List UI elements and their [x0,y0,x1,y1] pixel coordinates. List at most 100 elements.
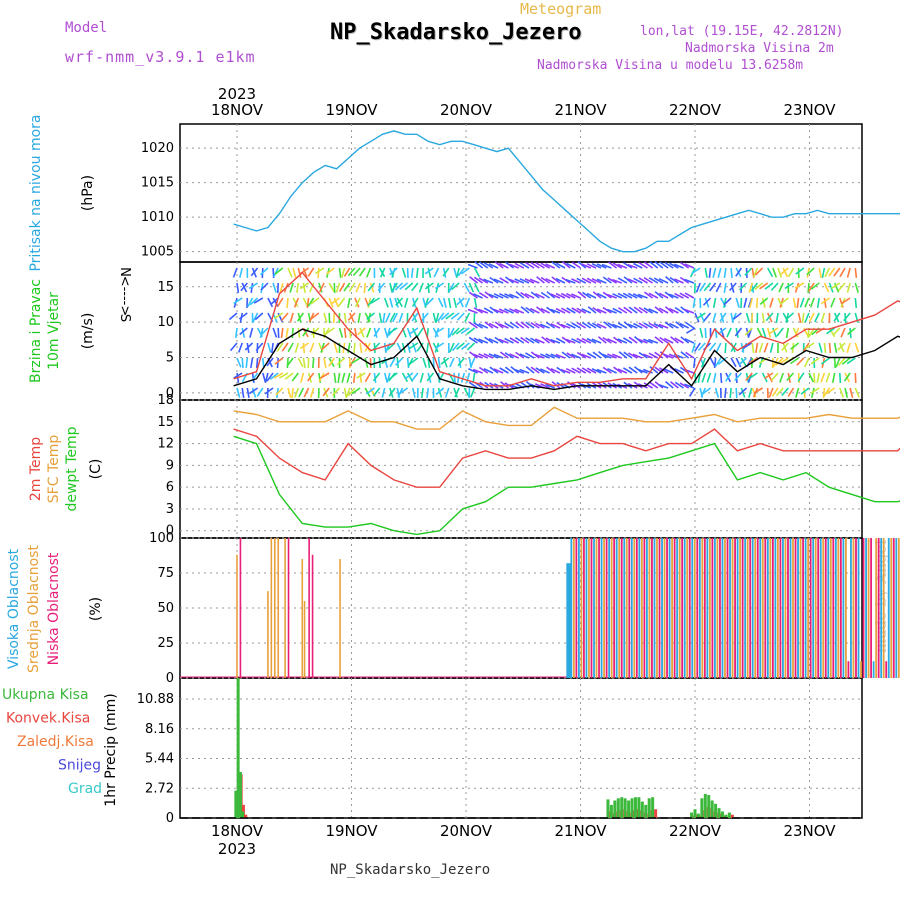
wind-barb [754,267,764,276]
wind-barb [818,342,823,353]
wind-barb [751,342,755,354]
wind-barb [540,291,551,299]
wind-barb [338,282,346,293]
wind-barb [493,293,504,299]
wind-barb [394,282,404,291]
wind-barb [674,306,684,314]
wind-barb [302,342,306,354]
chart-title: NP_Skadarsko_Jezero [330,20,582,45]
wind-barb [854,282,859,293]
wind-barb [776,327,784,337]
wind-barb [509,293,520,299]
wind-barb [457,357,465,367]
wind-barb [236,387,241,398]
wind-barb [488,322,499,329]
wind-barb [317,267,320,279]
wind-barb [274,357,284,365]
wind-barb [649,381,659,389]
wind-barb [260,327,269,336]
wind-barb [352,372,356,383]
wind-barb [343,312,347,324]
wind-barb [273,312,284,320]
wind-barb [658,277,669,284]
wind-barb [818,267,823,278]
wind-barb [540,383,550,389]
wind-barb [612,293,623,299]
wind-barb [780,297,789,305]
wind-barb [695,282,701,293]
wind-barb [770,372,779,382]
wind-tick: 15 [157,280,174,295]
wind-barb [744,267,753,276]
wind-barb [551,276,561,284]
wind-barb [478,338,489,344]
wind-barb [805,342,815,350]
wind-barb [504,308,514,314]
wind-barb [702,297,712,306]
wind-speed-line [233,328,900,391]
wind-barb [576,307,587,314]
wind-barb [659,261,669,269]
wind-barb [382,312,386,324]
wind-barb [233,372,243,379]
wind-barb [302,267,308,278]
wind-barb [453,387,459,398]
wind-barb [627,323,638,329]
wind-barb [565,338,576,344]
wind-barb [592,307,602,314]
wind-barb [837,342,846,351]
wind-barb [426,342,429,354]
wind-barb [515,321,525,329]
wind-barb [545,337,556,344]
wind-barb [694,372,697,384]
precip-total-bar [714,803,718,818]
wind-barb [493,353,504,359]
wind-barb [530,261,540,269]
wind-barb [404,372,414,380]
wind-barb [570,353,581,359]
wind-barb [577,290,587,299]
cloud-tick: 50 [157,601,174,616]
wind-barb [412,387,416,398]
wind-barb [628,366,638,374]
wind-barb [359,327,365,338]
wind-barb [761,312,765,324]
wind-barb [555,262,566,269]
precip-total-bar [700,798,704,818]
wind-barb [435,312,440,323]
precip-total-bar [651,797,655,818]
precip-tick: 5.44 [145,752,174,767]
wind-barb [519,353,530,359]
wind-barb [735,267,743,277]
wind-barb [627,278,638,284]
wind-barb [748,387,753,398]
wind-tick: 0 [166,386,174,401]
wind-barb [307,297,315,307]
wind-barb [406,327,412,338]
wind-barb [473,322,484,329]
wind-barb [699,282,706,292]
wind-barb [596,278,607,284]
wind-barb [668,353,679,359]
wind-barb [847,327,856,336]
date-label-top: 21NOV [554,101,607,119]
elevation: Nadmorska Visina 2m [685,41,834,56]
wind-barb [633,381,643,389]
wind-barb [294,342,300,353]
wind-barb [347,387,356,397]
wind-barb [685,321,695,329]
wind-barb [419,372,424,383]
wind-barb [473,282,480,293]
wind-barb [298,387,305,398]
wind-barb [514,262,525,269]
wind-barb [839,387,845,398]
wind-barb [463,387,470,398]
wind-barb [478,323,489,329]
wind-barb [259,327,264,338]
wind-barb [837,357,846,367]
wind-barb [591,277,602,284]
wind-barb [395,357,404,366]
wind-barb [591,367,602,374]
wind-barb [796,357,805,366]
wind-barb [499,351,509,359]
